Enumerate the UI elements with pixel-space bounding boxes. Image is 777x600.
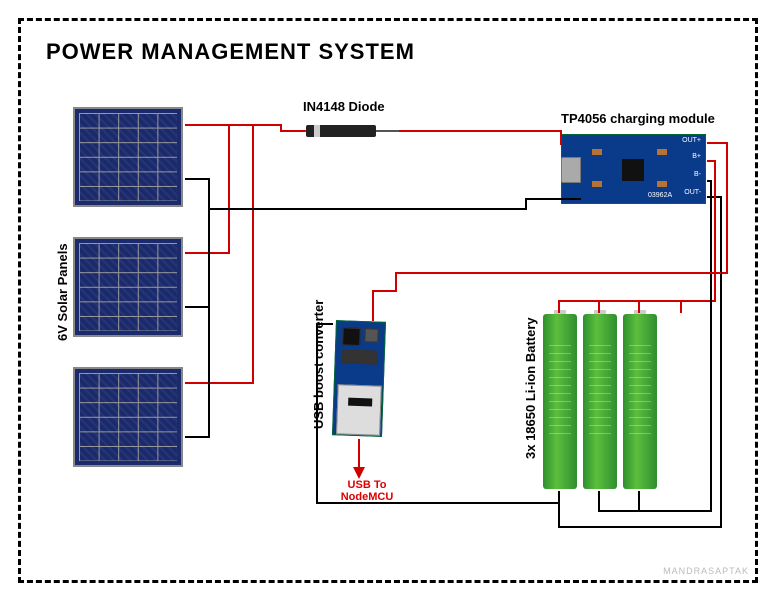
pin-b-plus: B+: [692, 153, 701, 160]
diode-lead-left: [281, 130, 306, 132]
page-title: POWER MANAGEMENT SYSTEM: [46, 39, 415, 65]
usb-out-label: USB To NodeMCU: [337, 479, 397, 503]
battery-2: [583, 314, 617, 489]
solar-panel-2: [73, 237, 183, 337]
tp4056-label: TP4056 charging module: [561, 111, 715, 126]
boost-converter: [332, 320, 386, 437]
battery-1: [543, 314, 577, 489]
diode-label: IN4148 Diode: [303, 99, 385, 114]
diagram-frame: POWER MANAGEMENT SYSTEM 6V Solar Panels …: [18, 18, 758, 583]
tp4056-marking: 03962A: [648, 192, 672, 199]
pin-out-minus: OUT-: [684, 189, 701, 196]
solar-panel-3: [73, 367, 183, 467]
tp4056-module: OUT+ B+ B- OUT- 03962A: [561, 134, 706, 204]
diode-icon: [306, 125, 376, 137]
batteries-label: 3x 18650 Li-ion Battery: [523, 317, 538, 459]
pin-out-plus: OUT+: [682, 137, 701, 144]
usb-a-icon: [336, 384, 382, 436]
pin-b-minus: B-: [694, 171, 701, 178]
boost-label: USB boost converter: [311, 300, 326, 429]
watermark: MANDRASAPTAK: [663, 566, 749, 576]
solar-label: 6V Solar Panels: [55, 243, 70, 341]
diode-lead-right: [376, 130, 401, 132]
solar-panel-1: [73, 107, 183, 207]
battery-3: [623, 314, 657, 489]
micro-usb-icon: [561, 157, 581, 183]
